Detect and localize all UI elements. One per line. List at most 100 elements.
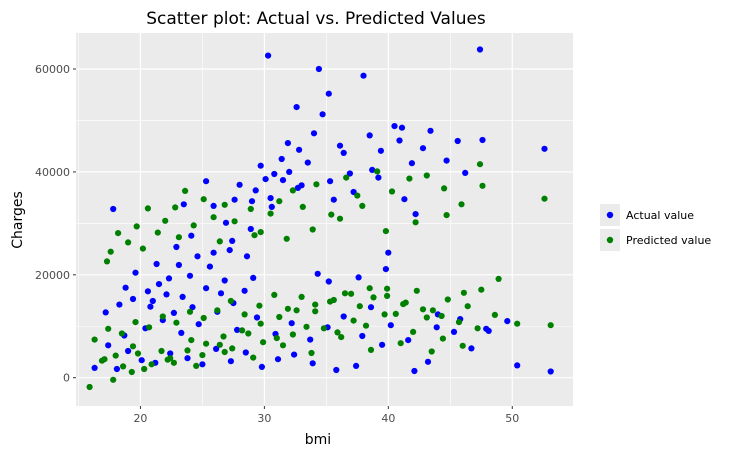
predicted-point — [444, 296, 451, 303]
actual-point — [391, 123, 398, 130]
predicted-point — [392, 310, 399, 317]
predicted-point — [250, 354, 257, 361]
x-tick-label: 20 — [133, 412, 147, 425]
predicted-point — [547, 322, 554, 329]
predicted-point — [118, 330, 125, 337]
predicted-point — [125, 239, 132, 246]
predicted-point — [289, 331, 296, 338]
predicted-point — [91, 336, 98, 343]
predicted-point — [478, 286, 485, 293]
predicted-point — [374, 168, 381, 175]
predicted-point — [214, 307, 221, 314]
predicted-point — [256, 302, 263, 309]
actual-point — [147, 303, 154, 310]
predicted-point — [479, 182, 486, 189]
predicted-point — [443, 212, 450, 219]
predicted-point — [221, 201, 228, 208]
actual-point — [247, 225, 254, 233]
actual-point — [476, 46, 484, 53]
predicted-point — [348, 290, 355, 297]
actual-point — [252, 187, 259, 194]
actual-point — [325, 278, 332, 285]
actual-point — [248, 198, 256, 205]
actual-point — [468, 345, 475, 352]
x-tick-label: 30 — [257, 412, 271, 425]
actual-point — [325, 90, 332, 97]
actual-point — [411, 367, 418, 375]
actual-point — [310, 130, 318, 137]
actual-point — [129, 295, 137, 303]
predicted-point — [133, 223, 140, 230]
predicted-point — [312, 308, 319, 315]
actual-point — [304, 159, 311, 166]
predicted-point — [330, 296, 337, 304]
predicted-point — [354, 192, 361, 199]
predicted-point — [276, 198, 283, 205]
predicted-point — [338, 334, 345, 341]
predicted-point — [220, 333, 227, 340]
x-axis-ticks: 20 30 40 50 — [133, 406, 519, 425]
actual-point — [229, 237, 236, 244]
actual-point — [234, 326, 241, 333]
predicted-point — [267, 210, 274, 217]
predicted-point — [231, 218, 238, 225]
actual-point — [163, 291, 170, 298]
actual-point — [206, 263, 213, 270]
predicted-point — [182, 187, 189, 194]
actual-point — [315, 65, 322, 73]
actual-point — [401, 196, 408, 203]
actual-point — [173, 243, 180, 251]
actual-point — [242, 349, 249, 356]
predicted-point — [356, 303, 363, 310]
actual-point — [221, 277, 228, 284]
series-actual — [91, 46, 554, 375]
predicted-point — [362, 322, 370, 329]
predicted-point — [459, 342, 466, 349]
actual-point — [265, 52, 272, 59]
predicted-point — [199, 352, 206, 359]
actual-point — [427, 127, 434, 134]
actual-point — [424, 358, 432, 365]
actual-point — [294, 184, 301, 191]
grid-major — [76, 33, 573, 406]
predicted-point — [229, 345, 236, 352]
predicted-point — [271, 291, 278, 298]
predicted-point — [429, 307, 436, 314]
actual-point — [333, 366, 340, 374]
x-axis-title: bmi — [305, 432, 331, 448]
predicted-point — [298, 293, 305, 300]
actual-point — [210, 202, 217, 209]
actual-point — [369, 166, 376, 173]
predicted-point — [260, 339, 267, 346]
predicted-point — [276, 313, 283, 321]
predicted-point — [495, 275, 502, 282]
predicted-point — [193, 362, 200, 369]
predicted-point — [541, 195, 548, 202]
predicted-point — [139, 245, 146, 252]
predicted-point — [257, 229, 264, 236]
actual-point — [268, 203, 275, 210]
plot-panel — [76, 33, 573, 406]
predicted-point — [381, 311, 388, 318]
predicted-point — [474, 325, 481, 332]
actual-point — [236, 181, 243, 188]
predicted-point — [162, 217, 169, 224]
actual-point — [105, 342, 112, 349]
actual-point — [167, 350, 174, 357]
actual-point — [412, 211, 419, 218]
predicted-point — [184, 347, 191, 354]
actual-point — [396, 137, 403, 144]
actual-point — [155, 281, 163, 288]
actual-point — [547, 368, 554, 375]
actual-point — [91, 364, 98, 371]
predicted-point — [359, 202, 366, 209]
legend-label-predicted: Predicted value — [626, 234, 711, 247]
actual-point — [454, 137, 461, 145]
actual-point — [355, 274, 362, 281]
predicted-point — [441, 185, 448, 192]
predicted-point — [186, 308, 194, 315]
predicted-point — [439, 335, 446, 342]
actual-point — [175, 261, 182, 269]
predicted-point — [460, 289, 467, 296]
